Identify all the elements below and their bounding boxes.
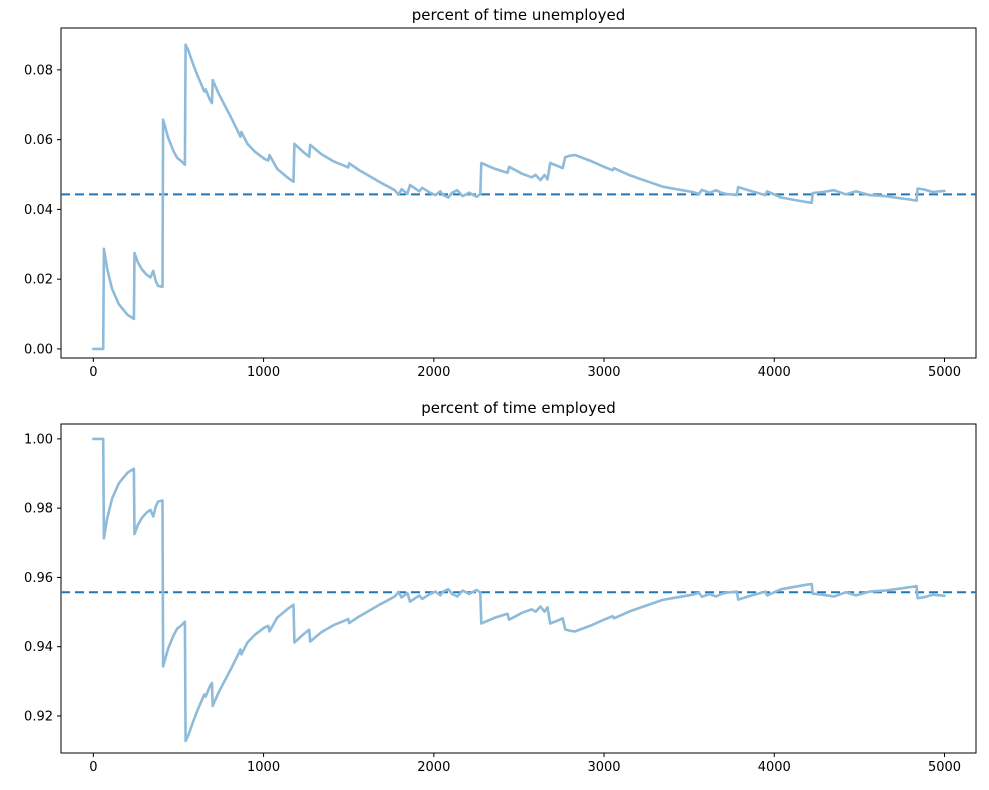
x-tick-label: 1000 xyxy=(247,760,280,775)
y-tick-label: 1.00 xyxy=(24,432,53,447)
x-tick-label: 5000 xyxy=(928,365,961,380)
subplot-1: 0 1000 2000 3000 4000 5000 0.92 0.94 0.96 0.98 1.0… xyxy=(24,423,977,775)
y-tick-label: 0.06 xyxy=(24,133,53,148)
y-tick-label: 0.08 xyxy=(24,63,53,78)
y-tick-label: 0.00 xyxy=(24,342,53,357)
x-tick-label: 2000 xyxy=(417,365,450,380)
x-tick-label: 2000 xyxy=(417,760,450,775)
x-tick-label: 1000 xyxy=(247,365,280,380)
y-tick-label: 0.92 xyxy=(24,709,53,724)
subplot-title-employed: percent of time employed xyxy=(421,399,616,417)
x-tick-label: 4000 xyxy=(758,760,791,775)
x-tick-label: 3000 xyxy=(587,365,620,380)
subplot-title-unemployed: percent of time unemployed xyxy=(411,6,626,24)
y-tick-label: 0.96 xyxy=(24,571,53,586)
y-tick-label: 0.98 xyxy=(24,502,53,517)
series-line xyxy=(92,437,946,743)
x-tick-label: 0 xyxy=(89,365,97,380)
x-tick-label: 4000 xyxy=(758,365,791,380)
x-tick-label: 3000 xyxy=(587,760,620,775)
plot-area xyxy=(60,423,977,754)
y-tick-label: 0.02 xyxy=(24,273,53,288)
x-tick-label: 0 xyxy=(89,760,97,775)
x-tick-label: 5000 xyxy=(928,760,961,775)
y-tick-label: 0.04 xyxy=(24,203,53,218)
subplot-0: 0 1000 2000 3000 4000 5000 0.00 0.02 0.04 0.06 0.0… xyxy=(24,27,977,380)
series-line xyxy=(92,43,946,351)
y-tick-label: 0.94 xyxy=(24,640,53,655)
